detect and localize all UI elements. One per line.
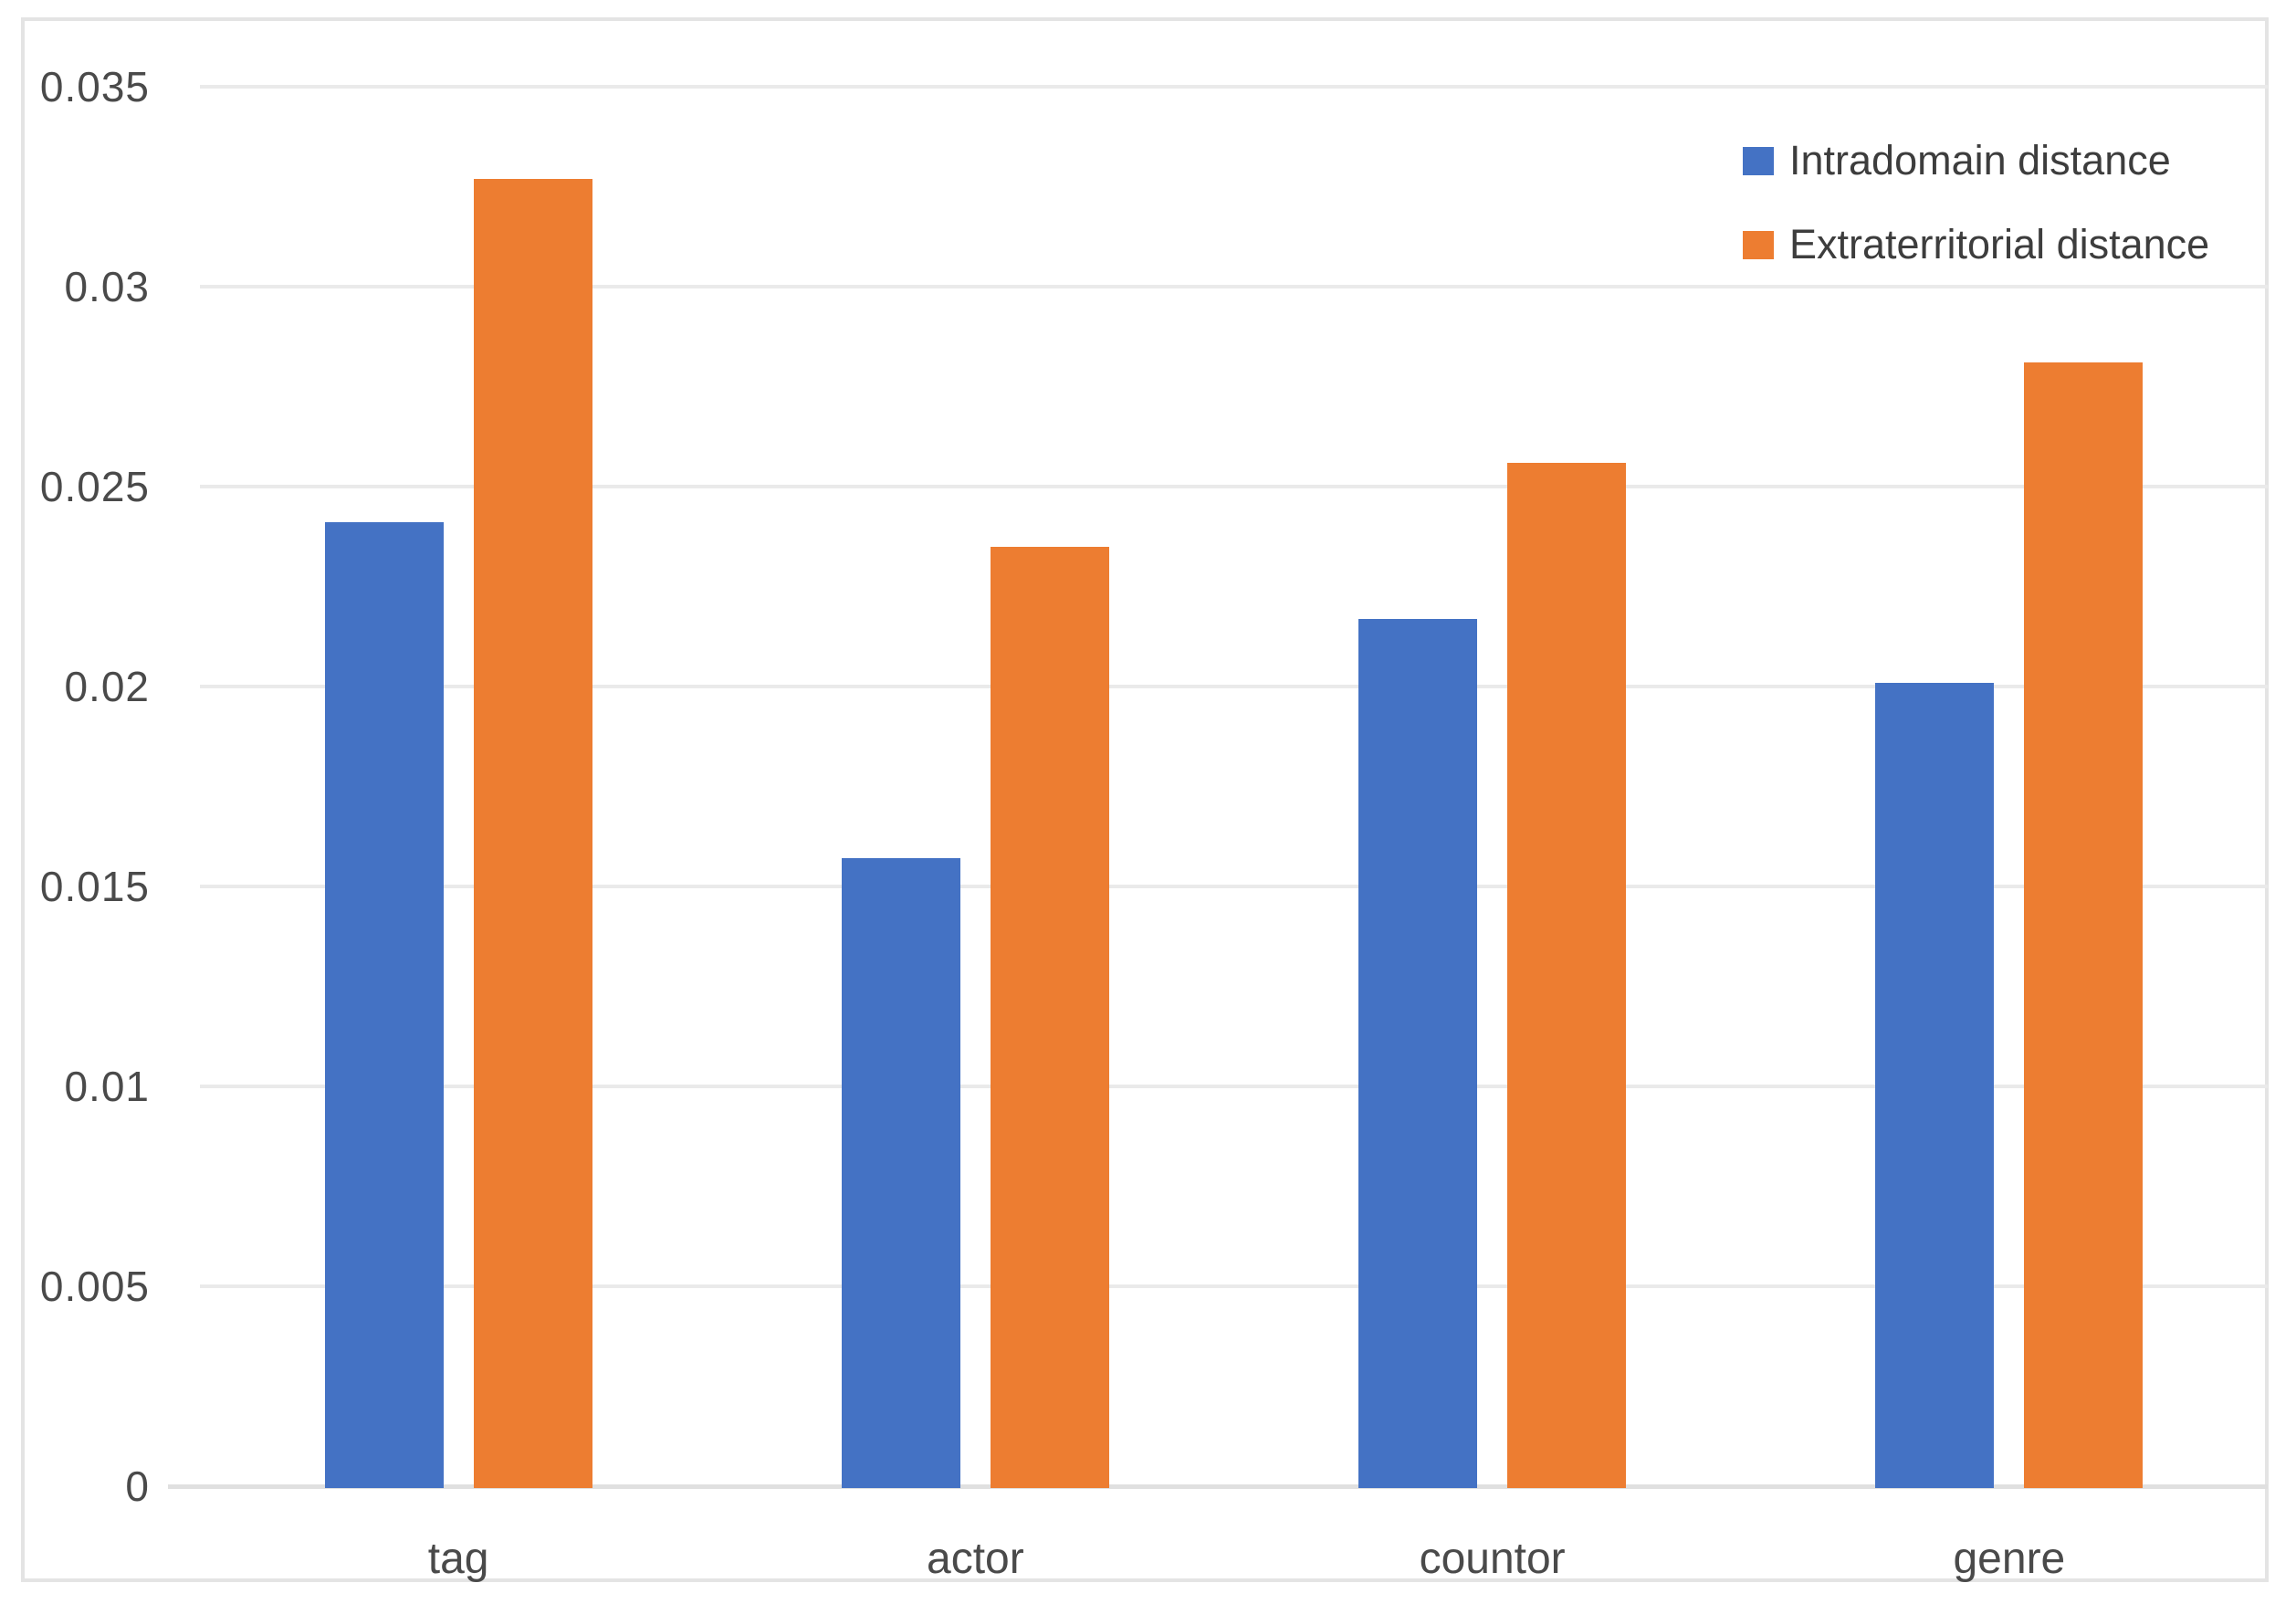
legend-marker-icon (1743, 230, 1774, 259)
y-tick-label-0: 0 (125, 1462, 150, 1510)
y-tick-label-0.005: 0.005 (39, 1263, 150, 1310)
gridline-0.035 (200, 85, 2268, 89)
y-tick-label-0.03: 0.03 (64, 263, 150, 310)
bar-tag-series-2 (473, 178, 592, 1488)
gridline-0.025 (200, 485, 2268, 488)
bar-actor-series-2 (990, 546, 1109, 1488)
y-tick-label-0.01: 0.01 (64, 1063, 150, 1110)
legend-item-1: Intradomain distance (1743, 132, 2209, 189)
x-category-label-tag: tag (427, 1535, 489, 1583)
x-category-label-actor: actor (927, 1535, 1024, 1583)
x-axis-line (168, 1484, 2268, 1489)
bar-tag-series-1 (324, 522, 444, 1488)
x-category-label-countor: countor (1419, 1535, 1566, 1583)
chart-frame: 0 0.005 0.01 0.015 0.02 0.025 0.03 0.035 tag act… (21, 17, 2269, 1583)
bar-genre-series-1 (1875, 682, 1995, 1488)
y-tick-label-0.035: 0.035 (39, 63, 150, 110)
y-tick-label-0.02: 0.02 (64, 663, 150, 710)
gridline-0.02 (200, 685, 2268, 688)
bar-countor-series-1 (1358, 618, 1478, 1488)
legend-label: Extraterritorial distance (1789, 221, 2210, 267)
x-category-label-genre: genre (1953, 1535, 2066, 1583)
legend-marker-icon (1743, 146, 1774, 175)
gridline-0.01 (200, 1085, 2268, 1088)
gridline-0.015 (200, 885, 2268, 888)
bar-actor-series-1 (841, 858, 960, 1488)
legend: Intradomain distance Extraterritorial dis… (1743, 132, 2209, 300)
bar-countor-series-2 (1507, 462, 1627, 1488)
gridline-0.03 (200, 285, 2268, 288)
legend-item-2: Extraterritorial distance (1743, 216, 2209, 273)
gridline-0.005 (200, 1284, 2268, 1288)
bar-genre-series-2 (2024, 362, 2144, 1488)
legend-label: Intradomain distance (1789, 137, 2171, 183)
y-tick-label-0.015: 0.015 (39, 863, 150, 910)
y-tick-label-0.025: 0.025 (39, 463, 150, 510)
